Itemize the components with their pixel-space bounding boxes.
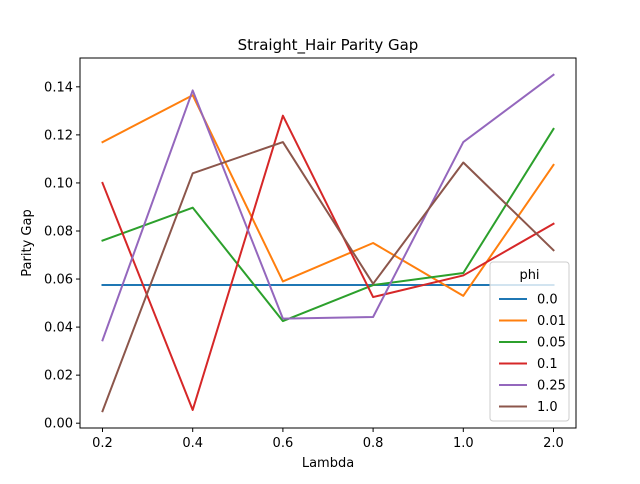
y-tick-label: 0.02 [44,369,73,384]
x-tick-label: 2.0 [543,436,564,451]
chart-title: Straight_Hair Parity Gap [238,36,419,55]
series-line-0.1 [101,114,555,411]
legend-label-0.01: 0.01 [537,314,566,329]
plot-area: 0.2 0.4 0.6 0.8 1.0 2.0 0.00 0.02 0.04 0.06 0.08 0.… [44,57,577,451]
legend-label-0.25: 0.25 [537,379,566,394]
y-tick-label: 0.12 [44,128,73,143]
legend-label-0.1: 0.1 [537,357,558,372]
y-tick-label: 0.00 [44,417,73,432]
series-line-0.25 [101,73,555,342]
legend-label-1.0: 1.0 [537,400,558,415]
series-line-1.0 [101,141,555,413]
x-tick-label: 1.0 [453,436,474,451]
series-line-0.01 [101,94,555,297]
x-tick-label: 0.4 [182,436,203,451]
legend-title: phi [519,268,539,283]
legend-label-0.05: 0.05 [537,336,566,351]
x-tick-label: 0.6 [273,436,294,451]
y-axis-label: Parity Gap [20,209,35,276]
legend-box [489,261,570,422]
axes-frame [79,57,577,429]
y-tick-label: 0.10 [44,176,73,191]
y-tick-label: 0.14 [44,80,73,95]
y-tick-label: 0.04 [44,321,73,336]
x-tick-label: 0.8 [363,436,384,451]
legend: phi 0.0 0.01 0.05 0.1 0.25 1.0 [489,261,570,422]
y-tick-label: 0.06 [44,273,73,288]
x-axis-label: Lambda [302,456,354,471]
x-tick-label: 0.2 [92,436,113,451]
legend-label-0.0: 0.0 [537,293,558,308]
y-tick-label: 0.08 [44,224,73,239]
